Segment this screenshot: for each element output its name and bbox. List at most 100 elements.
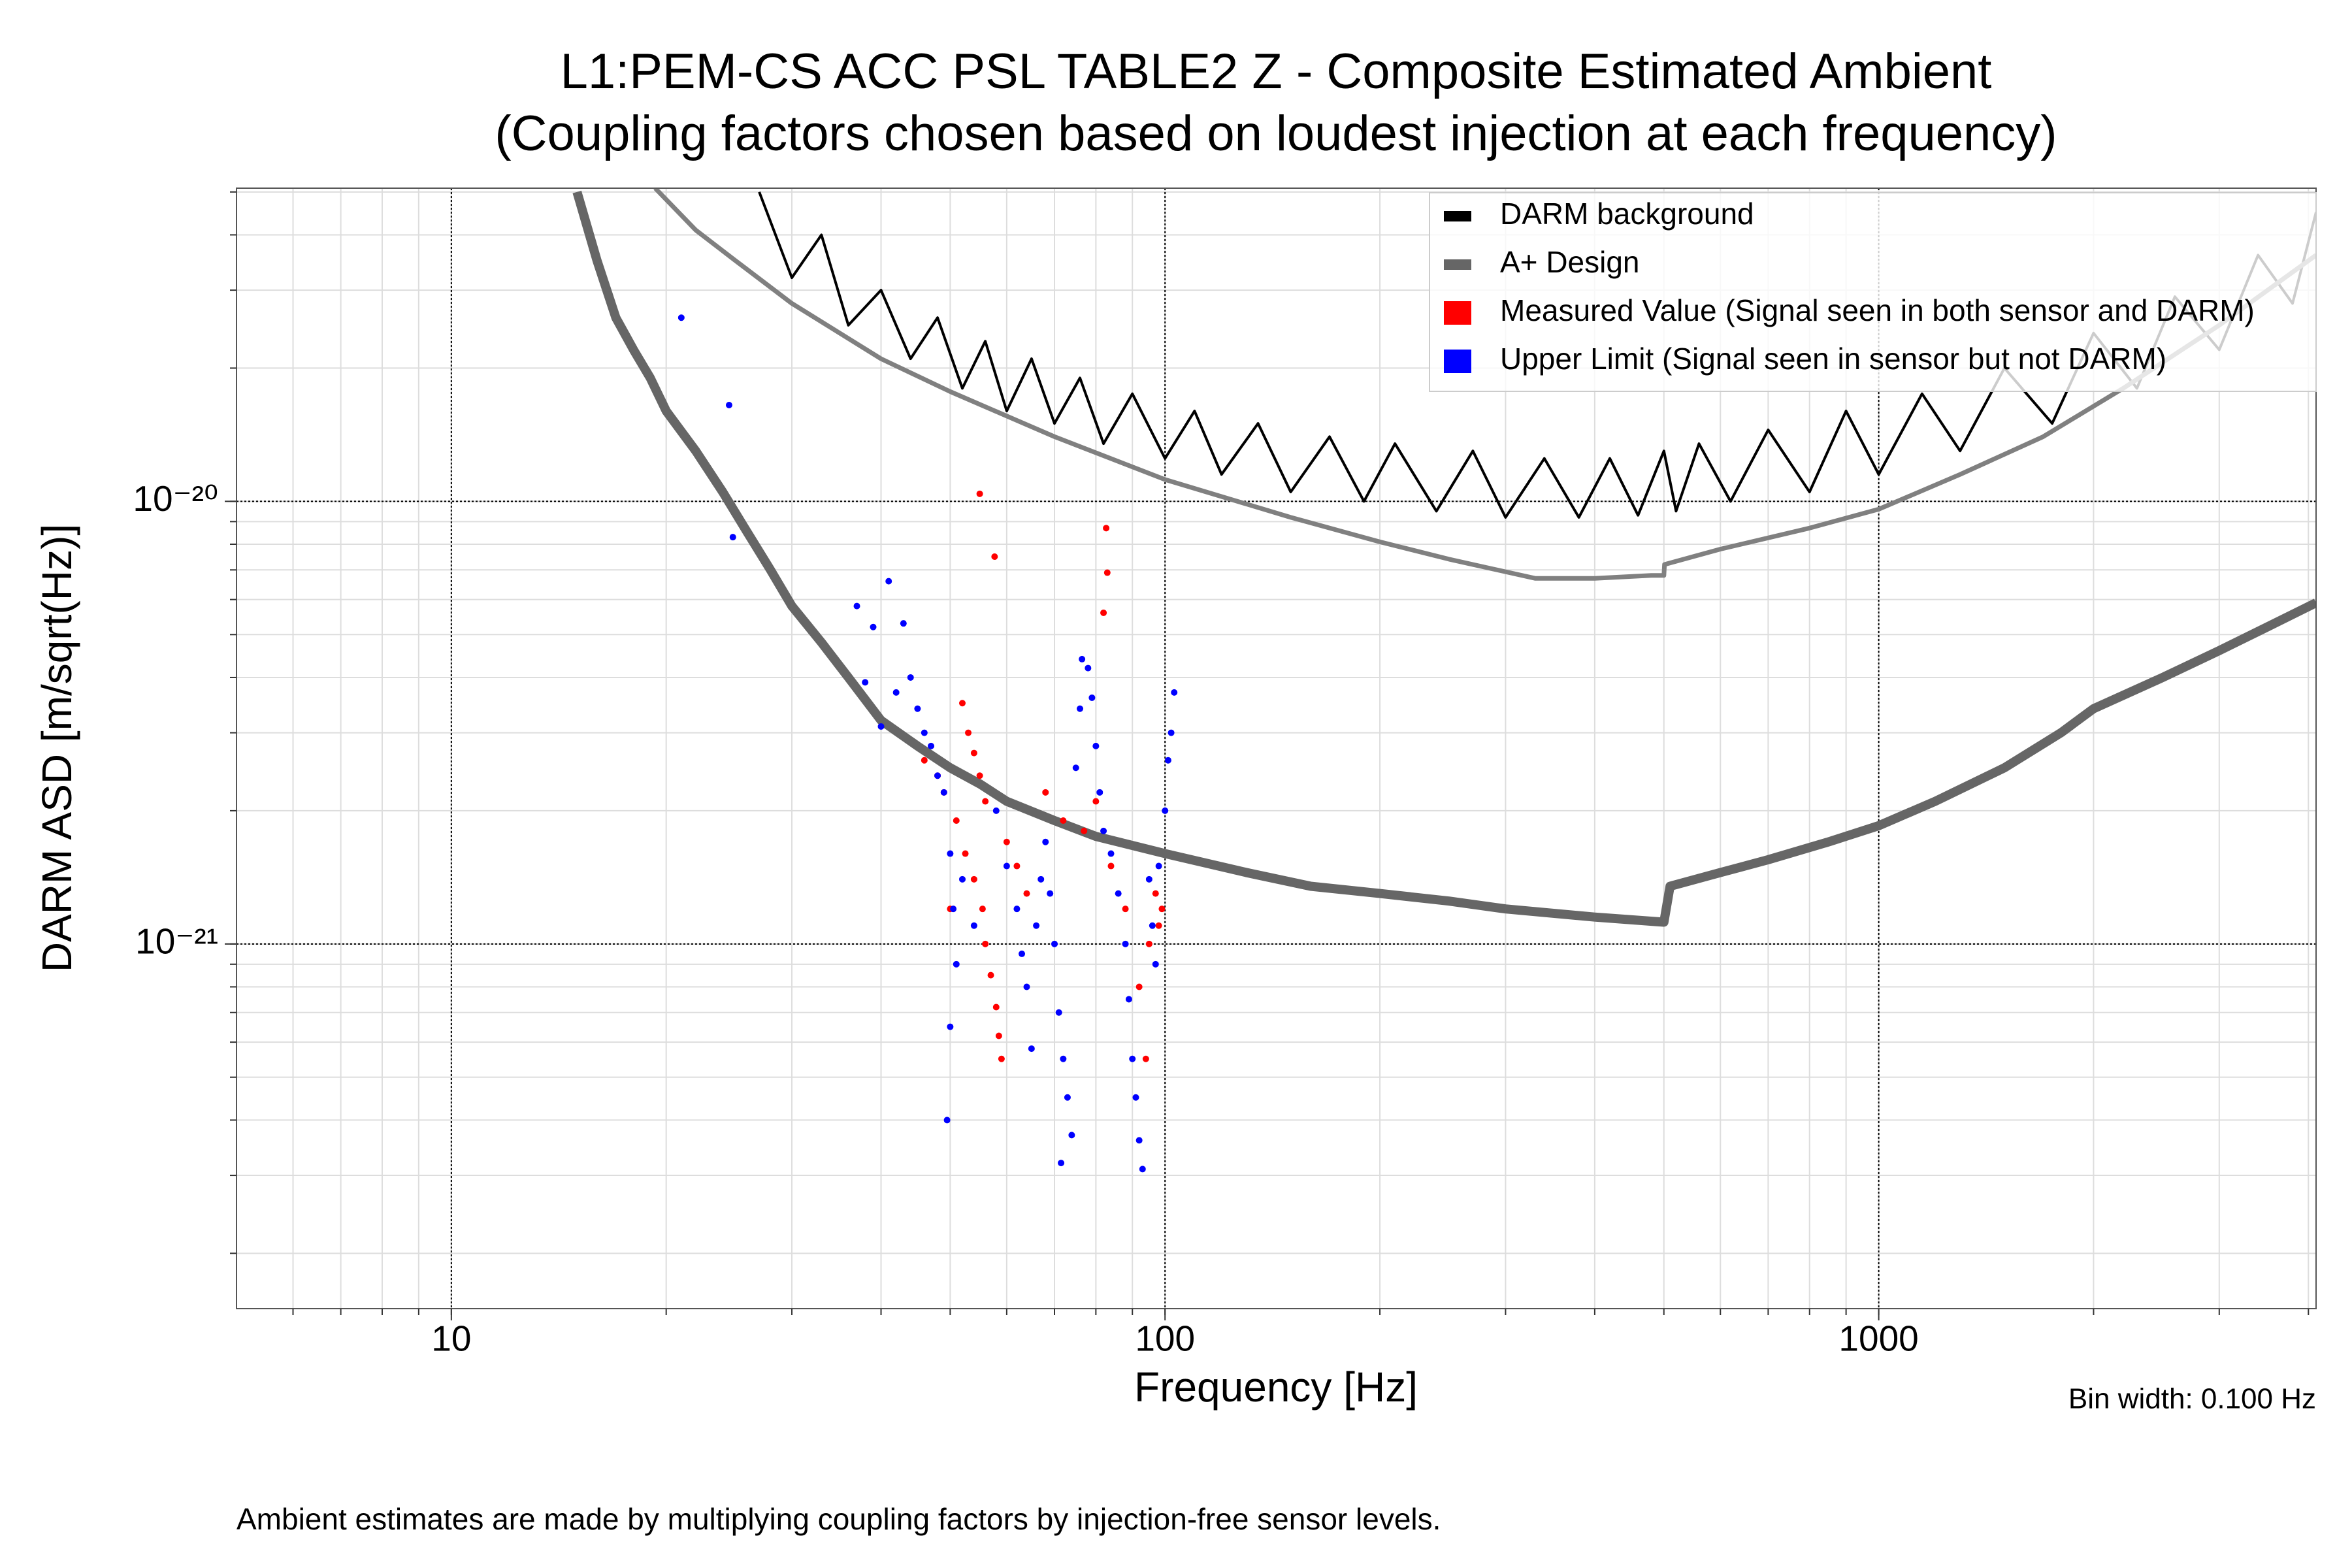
data-point (1019, 950, 1026, 957)
data-point (877, 723, 885, 730)
data-point (1135, 983, 1143, 990)
legend-label: Upper Limit (Signal seen in sensor but n… (1500, 342, 2166, 376)
data-point (1145, 875, 1152, 883)
legend-marker (1444, 301, 1471, 325)
data-point (1168, 729, 1175, 736)
grid (237, 188, 2316, 1309)
data-point (1122, 940, 1129, 947)
data-point (1139, 1166, 1146, 1173)
data-point (1013, 862, 1021, 870)
data-point (1023, 890, 1030, 897)
data-point (1092, 742, 1100, 749)
data-point (914, 705, 921, 712)
data-point (970, 749, 977, 757)
plot-frame (236, 188, 2317, 1309)
data-point (1003, 862, 1010, 870)
data-point (1085, 664, 1092, 672)
data-point (1055, 1009, 1062, 1016)
x-tick-label: 10 (431, 1318, 471, 1359)
data-point (962, 850, 969, 857)
data-point (947, 1023, 954, 1030)
data-point (982, 940, 989, 947)
data-point (1047, 890, 1054, 897)
data-point (907, 674, 914, 681)
data-point (921, 729, 928, 736)
data-point (1028, 1045, 1035, 1053)
data-point (995, 1032, 1002, 1039)
data-point (1152, 890, 1159, 897)
data-point (1060, 817, 1067, 824)
data-point (953, 960, 960, 968)
data-point (1072, 764, 1079, 772)
data-point (1092, 798, 1100, 805)
data-point (862, 679, 869, 686)
data-point (976, 490, 983, 497)
data-point (853, 602, 860, 610)
data-point (950, 906, 957, 913)
data-point (1171, 689, 1178, 696)
data-point (1003, 838, 1010, 845)
data-point (1060, 1055, 1067, 1062)
data-point (928, 742, 935, 749)
legend-label: A+ Design (1500, 245, 1640, 279)
y-tick-label: 10⁻²¹ (135, 921, 218, 961)
legend-marker (1444, 211, 1471, 221)
data-point (976, 772, 983, 779)
plot-area (572, 188, 2316, 1173)
data-point (1155, 862, 1162, 870)
legend: DARM background A+ Design Measured Value (… (1429, 192, 2317, 392)
data-point (1129, 1055, 1136, 1062)
data-point (1145, 940, 1152, 947)
data-point (870, 623, 877, 630)
data-point (725, 402, 732, 409)
data-point (987, 972, 994, 979)
data-point (1107, 862, 1115, 870)
x-axis-label: Frequency [Hz] (1134, 1364, 1418, 1411)
annotation: Bin width: 0.100 Hz (2068, 1383, 2316, 1415)
data-point (947, 850, 954, 857)
data-point (1107, 850, 1115, 857)
data-point (1158, 906, 1166, 913)
data-point (1164, 757, 1171, 764)
data-point (1125, 996, 1132, 1003)
y-tick-label: 10⁻²⁰ (133, 478, 218, 519)
data-point (953, 817, 960, 824)
data-point (1152, 960, 1159, 968)
data-point (1096, 789, 1103, 796)
data-point (1079, 655, 1086, 662)
data-point (1088, 694, 1096, 701)
data-point (1122, 906, 1129, 913)
data-point (729, 534, 736, 541)
data-point (940, 789, 947, 796)
data-point (900, 620, 907, 627)
data-point (982, 798, 989, 805)
data-point (1058, 1160, 1065, 1167)
data-point (1042, 789, 1049, 796)
chart-title: L1:PEM-CS ACC PSL TABLE2 Z - Composite E… (561, 44, 1992, 99)
axes: 10 100 1000 10⁻²¹ 10⁻²⁰ (133, 191, 2310, 1359)
data-point (1068, 1132, 1075, 1139)
legend-box (1429, 192, 2317, 392)
data-point (943, 1117, 951, 1124)
data-point (1103, 525, 1110, 532)
data-point (1115, 890, 1122, 897)
data-point (1023, 983, 1030, 990)
data-point (1100, 609, 1107, 616)
data-point (1077, 705, 1084, 712)
data-point (1064, 1094, 1071, 1101)
data-point (885, 578, 892, 585)
data-point (991, 553, 998, 560)
data-point (1162, 807, 1169, 814)
footnote: Ambient estimates are made by multiplyin… (237, 1502, 1441, 1536)
data-point (998, 1055, 1005, 1062)
data-point (958, 700, 966, 707)
y-axis-label: DARM ASD [m/sqrt(Hz)] (33, 524, 80, 972)
data-point (970, 922, 977, 929)
data-point (1103, 569, 1111, 576)
legend-label: DARM background (1500, 197, 1754, 231)
data-point (1081, 827, 1088, 834)
legend-marker (1444, 259, 1471, 270)
series-line (572, 190, 2316, 927)
data-point (1149, 922, 1156, 929)
